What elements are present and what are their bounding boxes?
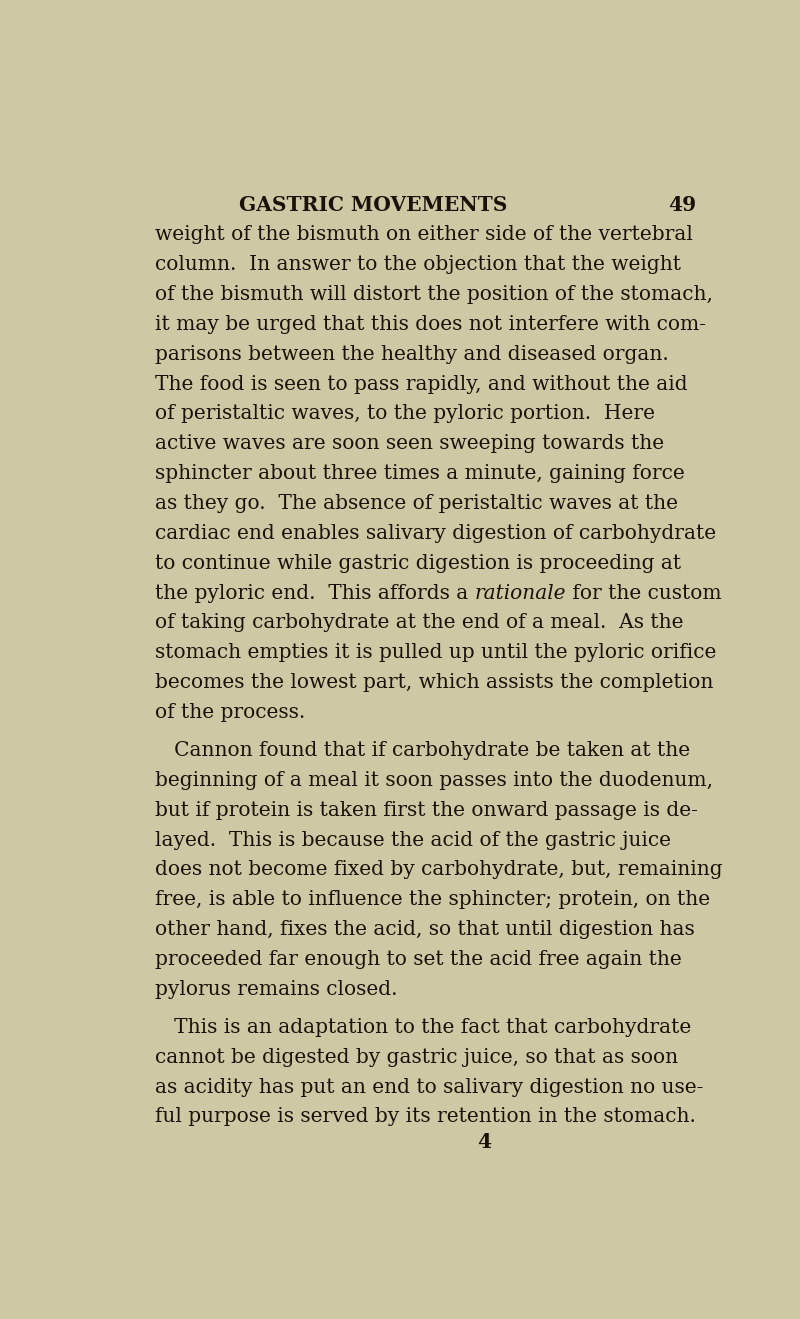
Text: of taking carbohydrate at the end of a meal.  As the: of taking carbohydrate at the end of a m…: [154, 613, 683, 633]
Text: to continue while gastric digestion is proceeding at: to continue while gastric digestion is p…: [154, 554, 681, 572]
Text: The food is seen to pass rapidly, and without the aid: The food is seen to pass rapidly, and wi…: [154, 375, 687, 393]
Text: This is an adaptation to the fact that carbohydrate: This is an adaptation to the fact that c…: [154, 1018, 691, 1037]
Text: layed.  This is because the acid of the gastric juice: layed. This is because the acid of the g…: [154, 831, 670, 849]
Text: as acidity has put an end to salivary digestion no use-: as acidity has put an end to salivary di…: [154, 1078, 703, 1096]
Text: cardiac end enables salivary digestion of carbohydrate: cardiac end enables salivary digestion o…: [154, 524, 716, 543]
Text: pylorus remains closed.: pylorus remains closed.: [154, 980, 397, 998]
Text: for the custom: for the custom: [566, 583, 722, 603]
Text: the pyloric end.  This affords a: the pyloric end. This affords a: [154, 583, 474, 603]
Text: beginning of a meal it soon passes into the duodenum,: beginning of a meal it soon passes into …: [154, 770, 713, 790]
Text: 4: 4: [478, 1132, 491, 1151]
Text: as they go.  The absence of peristaltic waves at the: as they go. The absence of peristaltic w…: [154, 495, 678, 513]
Text: proceeded far enough to set the acid free again the: proceeded far enough to set the acid fre…: [154, 950, 682, 969]
Text: but if protein is taken first the onward passage is de-: but if protein is taken first the onward…: [154, 801, 698, 820]
Text: stomach empties it is pulled up until the pyloric orifice: stomach empties it is pulled up until th…: [154, 644, 716, 662]
Text: of the bismuth will distort the position of the stomach,: of the bismuth will distort the position…: [154, 285, 713, 305]
Text: of the process.: of the process.: [154, 703, 305, 721]
Text: sphincter about three times a minute, gaining force: sphincter about three times a minute, ga…: [154, 464, 684, 483]
Text: parisons between the healthy and diseased organ.: parisons between the healthy and disease…: [154, 344, 668, 364]
Text: Cannon found that if carbohydrate be taken at the: Cannon found that if carbohydrate be tak…: [154, 741, 690, 760]
Text: weight of the bismuth on either side of the vertebral: weight of the bismuth on either side of …: [154, 226, 693, 244]
Text: rationale: rationale: [474, 583, 566, 603]
Text: of peristaltic waves, to the pyloric portion.  Here: of peristaltic waves, to the pyloric por…: [154, 405, 654, 423]
Text: column.  In answer to the objection that the weight: column. In answer to the objection that …: [154, 255, 681, 274]
Text: cannot be digested by gastric juice, so that as soon: cannot be digested by gastric juice, so …: [154, 1047, 678, 1067]
Text: becomes the lowest part, which assists the completion: becomes the lowest part, which assists t…: [154, 673, 713, 692]
Text: other hand, fixes the acid, so that until digestion has: other hand, fixes the acid, so that unti…: [154, 921, 694, 939]
Text: it may be urged that this does not interfere with com-: it may be urged that this does not inter…: [154, 315, 706, 334]
Text: 49: 49: [668, 195, 697, 215]
Text: ful purpose is served by its retention in the stomach.: ful purpose is served by its retention i…: [154, 1108, 695, 1126]
Text: GASTRIC MOVEMENTS: GASTRIC MOVEMENTS: [238, 195, 507, 215]
Text: active waves are soon seen sweeping towards the: active waves are soon seen sweeping towa…: [154, 434, 664, 454]
Text: free, is able to influence the sphincter; protein, on the: free, is able to influence the sphincter…: [154, 890, 710, 909]
Text: does not become fixed by carbohydrate, but, remaining: does not become fixed by carbohydrate, b…: [154, 860, 722, 880]
